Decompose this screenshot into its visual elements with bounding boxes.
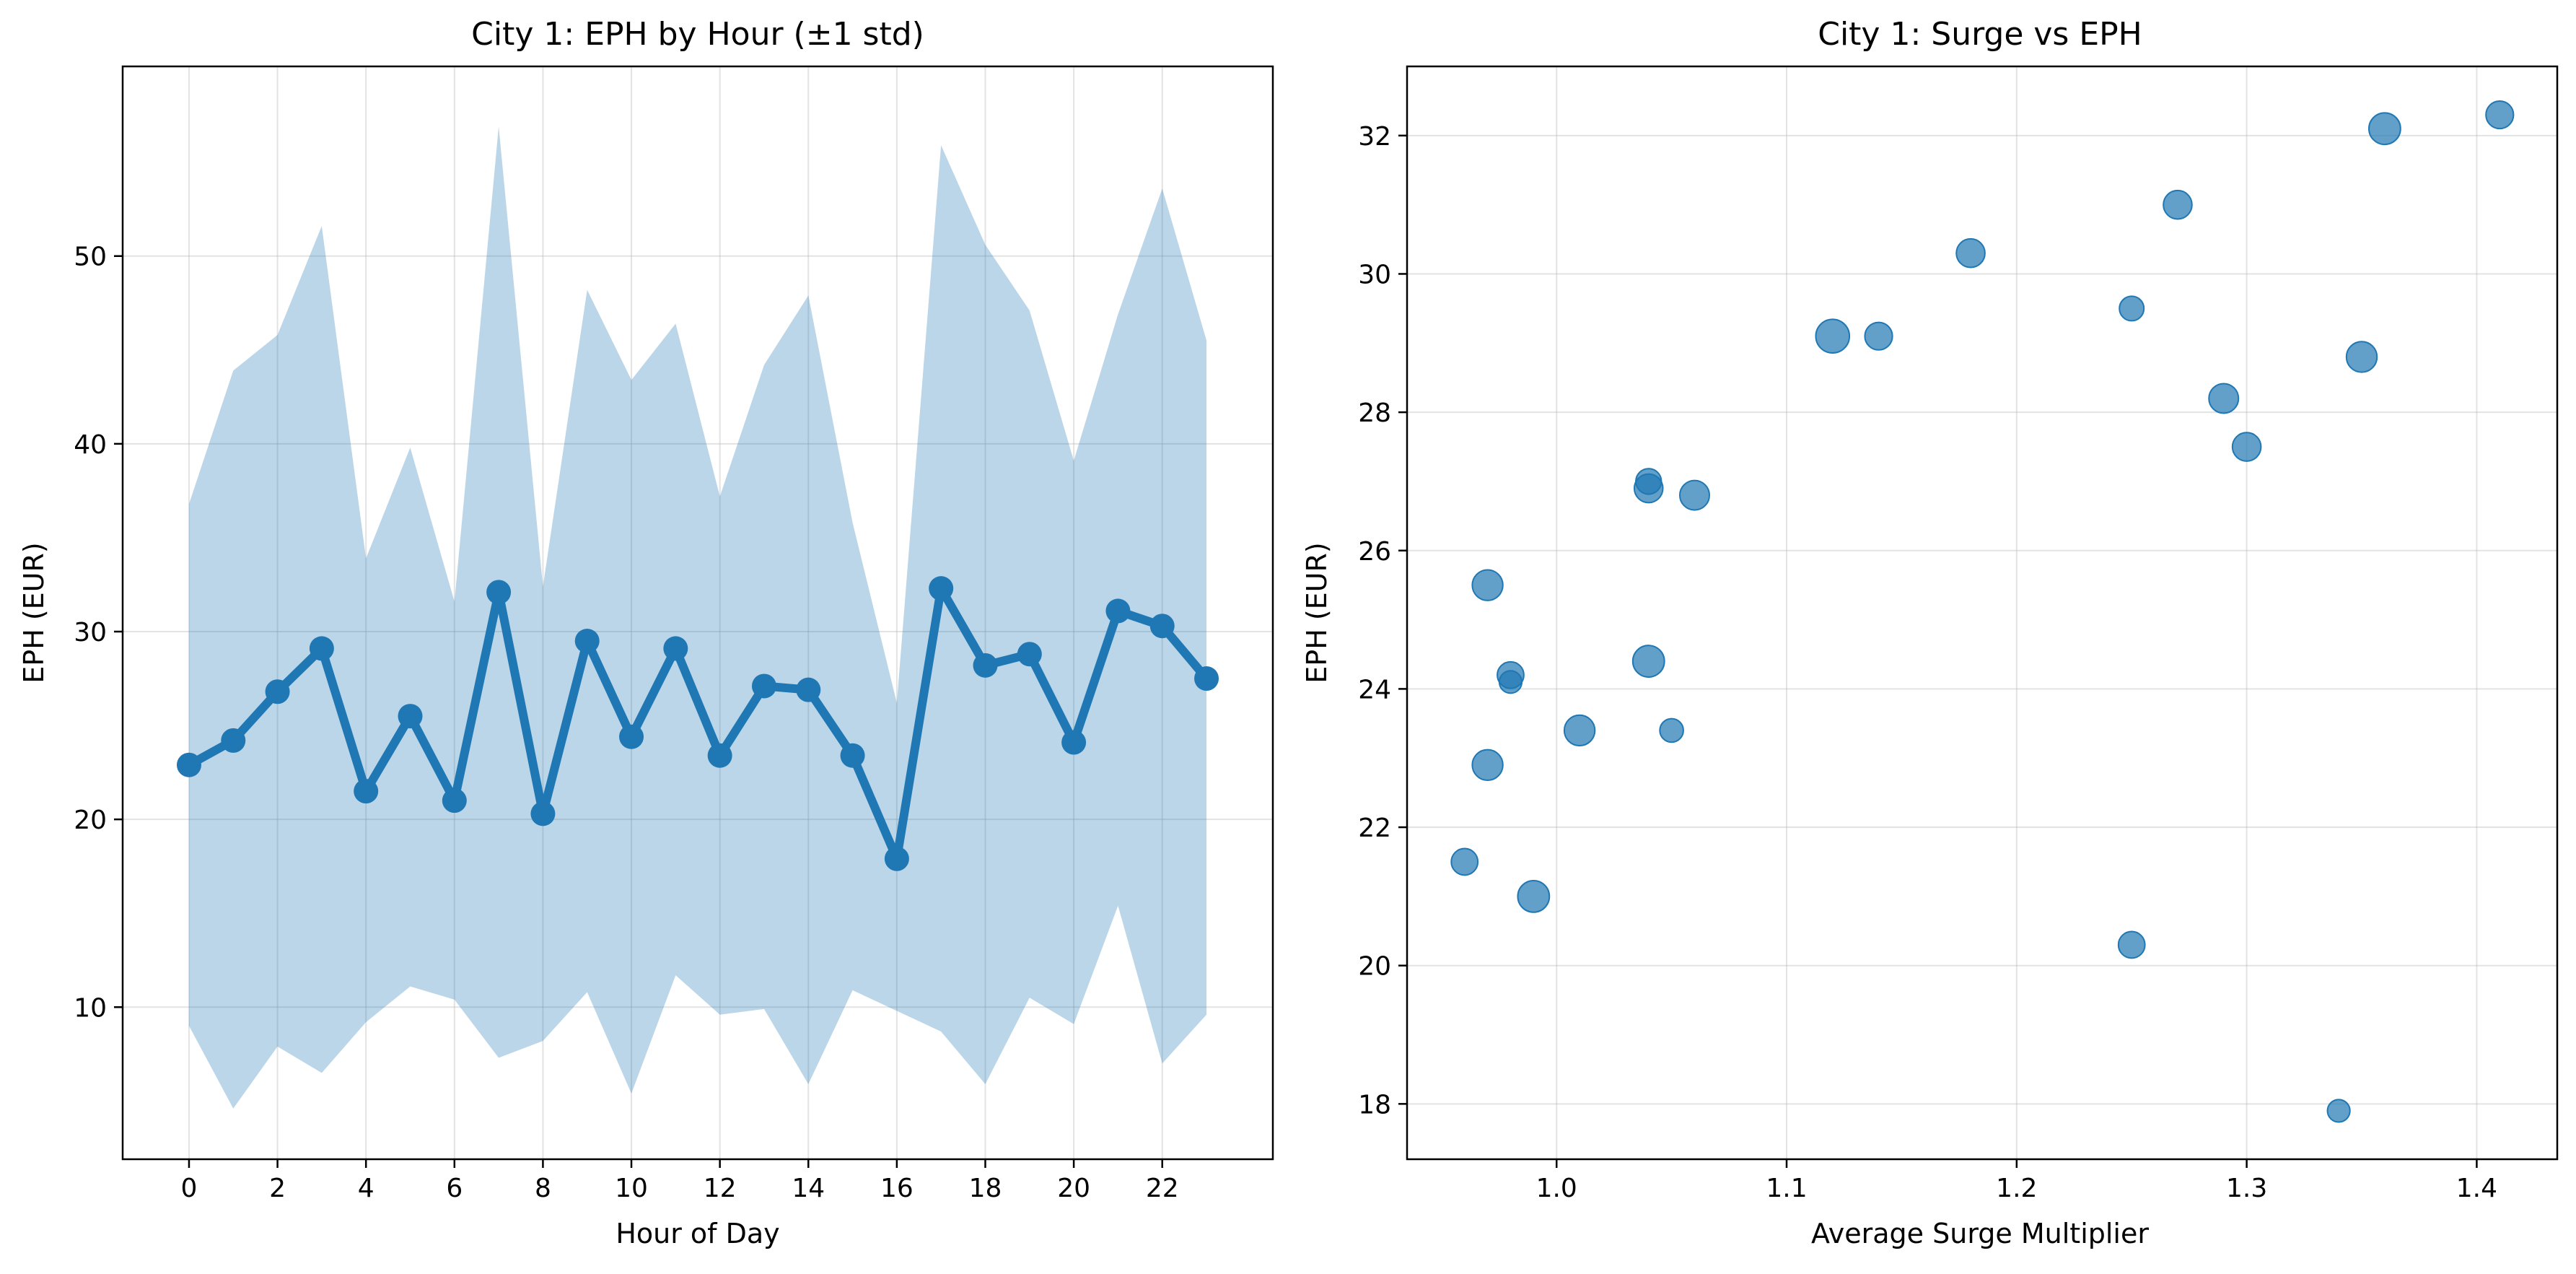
scatter-points: [1450, 100, 2515, 1123]
x-tick-label: 20: [1057, 1174, 1090, 1203]
data-point: [973, 653, 998, 678]
scatter-point: [1471, 749, 1504, 782]
data-point: [1017, 642, 1042, 667]
x-tick-label: 18: [969, 1174, 1002, 1203]
x-tick-label: 2: [269, 1174, 286, 1203]
mean-eph-line: [187, 584, 1210, 863]
chart-title: City 1: Surge vs EPH: [1818, 16, 2142, 53]
x-tick-label: 1.1: [1766, 1174, 1807, 1203]
scatter-point: [2345, 341, 2378, 373]
scatter-point: [1679, 479, 1710, 511]
data-point: [1194, 666, 1219, 691]
x-tick-label: 1.0: [1536, 1174, 1577, 1203]
x-tick-label: 10: [615, 1174, 648, 1203]
data-point: [354, 779, 379, 804]
x-tick-label: 8: [535, 1174, 551, 1203]
grid: [1407, 66, 2557, 1159]
data-point: [1105, 598, 1131, 624]
data-point: [486, 580, 512, 605]
x-tick-label: 1.3: [2226, 1174, 2267, 1203]
y-axis-ticks: 18 20 22 24 26 28 30 32: [1358, 122, 1407, 1120]
x-axis-label: Hour of Day: [615, 1218, 779, 1249]
scatter-point: [1631, 645, 1665, 678]
y-axis-label: EPH (EUR): [18, 542, 50, 683]
y-tick-label: 24: [1358, 675, 1391, 704]
y-tick-label: 30: [74, 618, 107, 647]
data-point: [398, 704, 423, 729]
scatter-point: [1517, 879, 1551, 913]
data-point: [176, 752, 201, 777]
x-tick-label: 12: [704, 1174, 737, 1203]
x-axis-label: Average Surge Multiplier: [1811, 1218, 2149, 1249]
scatter-point: [1563, 714, 1596, 747]
data-point: [840, 743, 865, 768]
scatter-point: [2231, 432, 2262, 462]
data-point: [751, 673, 776, 699]
data-point: [1149, 614, 1175, 639]
scatter-point: [2117, 930, 2146, 959]
y-tick-label: 20: [1358, 952, 1391, 982]
chart-title: City 1: EPH by Hour (±1 std): [471, 16, 924, 53]
data-point: [796, 677, 821, 702]
std-band: [188, 126, 1207, 1109]
scatter-point: [1955, 237, 1986, 269]
x-tick-label: 1.4: [2456, 1174, 2497, 1203]
scatter-point: [2163, 189, 2193, 220]
x-tick-label: 14: [792, 1174, 825, 1203]
eph-by-hour-chart: City 1: EPH by Hour (±1 std) 0 2 4 6 8 10 12 14…: [18, 16, 1274, 1249]
y-tick-label: 30: [1358, 260, 1391, 289]
x-tick-label: 6: [446, 1174, 463, 1203]
data-point: [309, 636, 334, 661]
data-point: [1061, 730, 1087, 755]
scatter-point: [2326, 1099, 2351, 1123]
data-point: [221, 728, 246, 753]
y-tick-label: 28: [1358, 398, 1391, 428]
y-axis-ticks: 10 20 30 40 50: [74, 243, 123, 1023]
x-tick-label: 16: [880, 1174, 914, 1203]
data-point: [929, 576, 954, 601]
scatter-point: [1450, 847, 1479, 876]
x-tick-label: 1.2: [1996, 1174, 2037, 1203]
y-tick-label: 20: [74, 806, 107, 835]
data-point: [884, 846, 909, 871]
x-tick-label: 22: [1146, 1174, 1179, 1203]
x-tick-label: 0: [181, 1174, 198, 1203]
data-point: [707, 743, 732, 768]
grid: [123, 66, 1273, 1159]
scatter-point: [1498, 670, 1523, 694]
y-tick-label: 26: [1358, 537, 1391, 567]
y-tick-label: 10: [74, 993, 107, 1023]
y-tick-label: 22: [1358, 813, 1391, 843]
data-point: [619, 724, 644, 749]
scatter-point: [1864, 321, 1893, 351]
scatter-point: [2208, 383, 2240, 414]
data-point: [442, 788, 467, 813]
data-point: [663, 636, 688, 661]
scatter-point: [1815, 318, 1851, 354]
scatter-point: [1633, 473, 1664, 504]
x-tick-label: 4: [358, 1174, 374, 1203]
data-point: [265, 679, 290, 704]
y-tick-label: 40: [74, 430, 107, 460]
plot-frame: [1406, 65, 2559, 1161]
data-point: [530, 801, 556, 826]
x-axis-ticks: 0 2 4 6 8 10 12 14 16 18 20 22: [181, 1159, 1179, 1203]
series-points: [176, 576, 1219, 871]
scatter-point: [2119, 295, 2145, 322]
std-band-area: [188, 126, 1207, 1109]
y-tick-label: 32: [1358, 122, 1391, 152]
scatter-point: [1659, 717, 1684, 743]
series-line: [187, 584, 1210, 863]
y-axis-label: EPH (EUR): [1301, 542, 1333, 683]
y-tick-label: 50: [74, 243, 107, 272]
scatter-point: [1471, 569, 1504, 601]
plot-frame: [121, 65, 1274, 1161]
data-point: [574, 629, 600, 654]
scatter-point: [2485, 100, 2515, 130]
y-tick-label: 18: [1358, 1090, 1391, 1120]
x-axis-ticks: 1.0 1.1 1.2 1.3 1.4: [1536, 1159, 2497, 1203]
scatter-point: [2368, 112, 2401, 146]
surge-vs-eph-chart: City 1: Surge vs EPH 1.0 1.1 1.2 1.3 1.4 18 2…: [1301, 16, 2559, 1249]
